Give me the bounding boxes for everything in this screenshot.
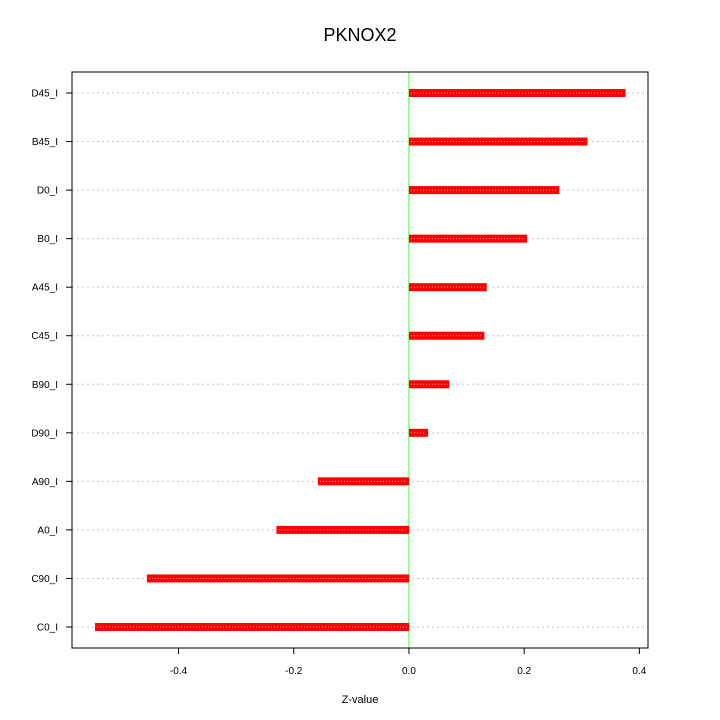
x-tick-label: -0.2 <box>285 666 303 677</box>
y-tick-label: A90_I <box>32 477 58 488</box>
bar-fill <box>408 428 428 437</box>
y-tick-label: A0_I <box>37 525 58 536</box>
y-tick-label: B90_I <box>32 380 58 391</box>
y-tick-label: B45_I <box>32 137 58 148</box>
y-tick-label: D90_I <box>31 428 58 439</box>
x-tick-label: -0.4 <box>170 666 188 677</box>
y-axis-ticks: D45_I B45_I D0_I B0_I A45_I C45_I B90_I D90_I A9… <box>31 89 72 634</box>
bar-A90_I <box>317 477 409 486</box>
bar-fill <box>408 186 560 195</box>
bar-D0_I <box>408 186 560 195</box>
grid-lines <box>72 92 648 628</box>
bar-B45_I <box>408 137 588 146</box>
y-tick-label: C45_I <box>31 331 58 342</box>
x-tick-label: 0.2 <box>517 666 531 677</box>
y-tick-label: C0_I <box>37 623 58 634</box>
bar-fill <box>276 525 409 534</box>
bar-C90_I <box>146 574 409 583</box>
bar-D90_I <box>408 428 428 437</box>
bar-fill <box>408 331 485 340</box>
y-tick-label: B0_I <box>37 234 58 245</box>
bar-C0_I <box>95 623 409 631</box>
bar-fill <box>95 623 409 631</box>
y-tick-label: C90_I <box>31 574 58 585</box>
x-axis-label: Z-value <box>342 694 379 706</box>
bar-fill <box>408 89 626 97</box>
bar-B90_I <box>408 380 450 389</box>
bar-fill <box>317 477 409 486</box>
chart-title: PKNOX2 <box>323 25 396 45</box>
x-axis-ticks: -0.4 -0.2 0.0 0.2 0.4 <box>170 648 647 677</box>
x-tick-label: 0.0 <box>402 666 416 677</box>
bar-C45_I <box>408 331 485 340</box>
bars <box>95 89 626 631</box>
bar-D45_I <box>408 89 626 97</box>
y-tick-label: A45_I <box>32 283 58 294</box>
bar-B0_I <box>408 234 528 243</box>
plot-frame <box>71 71 649 649</box>
x-tick-label: 0.4 <box>632 666 646 677</box>
y-tick-label: D45_I <box>31 89 58 100</box>
bar-A45_I <box>408 283 487 292</box>
bar-A0_I <box>276 525 409 534</box>
y-tick-label: D0_I <box>37 186 58 197</box>
